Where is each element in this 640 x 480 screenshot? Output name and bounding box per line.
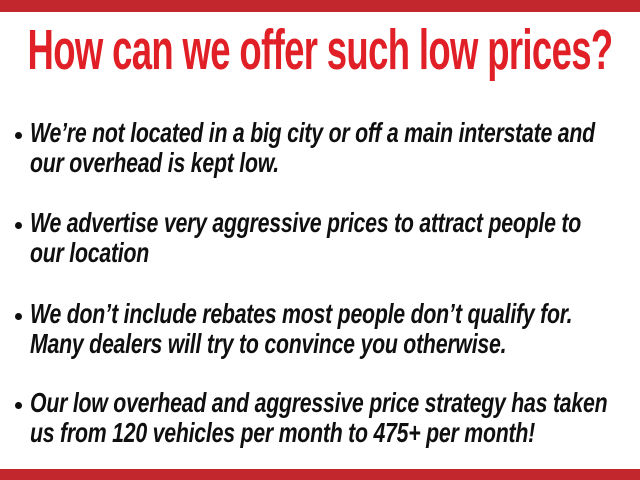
bullet-line: We don’t include rebates most people don… xyxy=(30,298,573,329)
bullet-text: We’re not located in a big city or off a… xyxy=(30,118,623,178)
title-row: How can we offer such low prices? xyxy=(0,22,640,79)
bullet-item-4: Our low overhead and aggressive price st… xyxy=(0,388,640,458)
bullet-line: our overhead is kept low. xyxy=(30,147,279,178)
bullet-item-3: We don’t include rebates most people don… xyxy=(0,299,640,369)
bottom-accent-bar xyxy=(0,469,640,480)
bullet-icon xyxy=(15,222,22,229)
bullet-text: Our low overhead and aggressive price st… xyxy=(30,388,623,448)
bullet-icon xyxy=(15,402,22,409)
bullet-line: Many dealers will try to convince you ot… xyxy=(30,328,507,359)
bullet-line: our location xyxy=(30,237,150,268)
bullet-line: We’re not located in a big city or off a… xyxy=(30,117,595,148)
page-title: How can we offer such low prices? xyxy=(27,18,614,82)
bullet-icon xyxy=(15,132,22,139)
bullet-text: We advertise very aggressive prices to a… xyxy=(30,208,623,268)
bullet-icon xyxy=(15,313,22,320)
bullet-line: We advertise very aggressive prices to a… xyxy=(30,207,581,238)
bullet-line: us from 120 vehicles per month to 475+ p… xyxy=(30,417,536,448)
bullet-text: We don’t include rebates most people don… xyxy=(30,299,623,359)
bullet-item-1: We’re not located in a big city or off a… xyxy=(0,118,640,188)
top-accent-bar xyxy=(0,0,640,12)
bullet-line: Our low overhead and aggressive price st… xyxy=(30,387,608,418)
bullet-item-2: We advertise very aggressive prices to a… xyxy=(0,208,640,278)
